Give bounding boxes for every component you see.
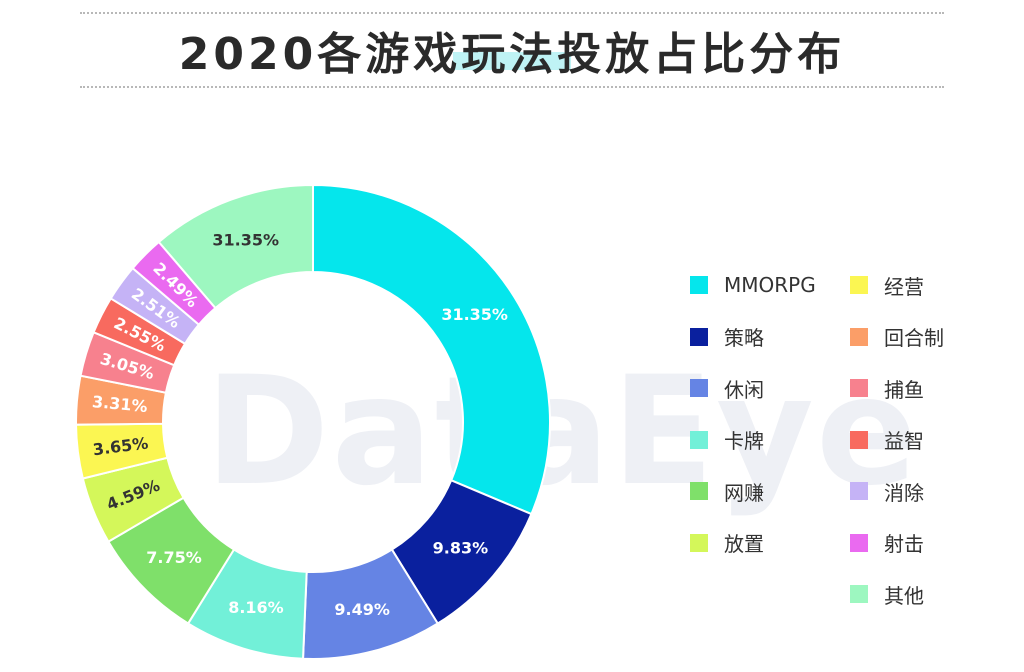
labels-group: 31.35%9.83%9.49%8.16%7.75%4.59%3.65%3.31…	[91, 231, 508, 620]
legend-label: 网赚	[724, 480, 764, 505]
slice-label-其他: 31.35%	[212, 231, 279, 250]
slice-label-卡牌: 8.16%	[228, 598, 284, 617]
legend-label: 经营	[884, 274, 924, 299]
legend-swatch	[690, 327, 708, 346]
bottom-divider	[80, 86, 944, 88]
legend-item-策略: 策略	[690, 324, 764, 350]
legend-swatch	[690, 482, 708, 500]
legend-item-休闲: 休闲	[690, 375, 764, 402]
legend-label: 益智	[884, 429, 924, 453]
legend-label: 策略	[724, 326, 764, 350]
legend-swatch	[850, 327, 868, 346]
legend-item-射击: 射击	[850, 530, 924, 556]
legend-swatch	[690, 533, 708, 552]
legend-label: MMORPG	[724, 273, 816, 297]
legend-label: 卡牌	[724, 429, 764, 453]
legend-item-其他: 其他	[850, 581, 924, 608]
legend-swatch	[850, 585, 868, 603]
slices-group	[75, 183, 551, 660]
slice-MMORPG	[312, 183, 551, 516]
legend-swatch	[850, 533, 868, 552]
watermark: DataEye	[205, 345, 920, 519]
legend-item-回合制: 回合制	[850, 324, 944, 350]
slice-其他	[157, 183, 314, 310]
legend-item-益智: 益智	[850, 427, 924, 453]
top-divider	[80, 12, 944, 14]
title-highlight	[453, 52, 571, 70]
legend-swatch	[690, 430, 708, 449]
legend-swatch	[850, 430, 868, 449]
legend-item-放置: 放置	[690, 530, 764, 556]
legend-item-消除: 消除	[850, 478, 924, 505]
legend-swatch	[690, 379, 708, 397]
slice-label-网赚: 7.75%	[146, 548, 202, 567]
legend-swatch	[850, 482, 868, 500]
legend-item-卡牌: 卡牌	[690, 427, 764, 453]
slice-label-休闲: 9.49%	[334, 600, 390, 619]
title-container: 2020各游戏玩法投放占比分布	[0, 18, 1024, 82]
slice-label-MMORPG: 31.35%	[441, 305, 508, 324]
legend-item-网赚: 网赚	[690, 478, 764, 505]
legend-label: 放置	[724, 532, 764, 556]
legend-label: 其他	[884, 583, 924, 608]
legend-item-MMORPG: MMORPG	[690, 272, 816, 298]
legend-swatch	[850, 379, 868, 397]
legend-item-捕鱼: 捕鱼	[850, 375, 924, 402]
legend-swatch	[850, 276, 868, 294]
legend-label: 休闲	[724, 377, 764, 402]
legend-item-经营: 经营	[850, 272, 924, 299]
legend-swatch	[690, 276, 708, 294]
legend-label: 射击	[884, 532, 924, 556]
page-title: 2020各游戏玩法投放占比分布	[178, 29, 846, 80]
legend-label: 捕鱼	[884, 377, 924, 402]
legend-label: 消除	[884, 480, 924, 505]
slice-label-策略: 9.83%	[433, 539, 489, 558]
legend-label: 回合制	[884, 326, 944, 350]
